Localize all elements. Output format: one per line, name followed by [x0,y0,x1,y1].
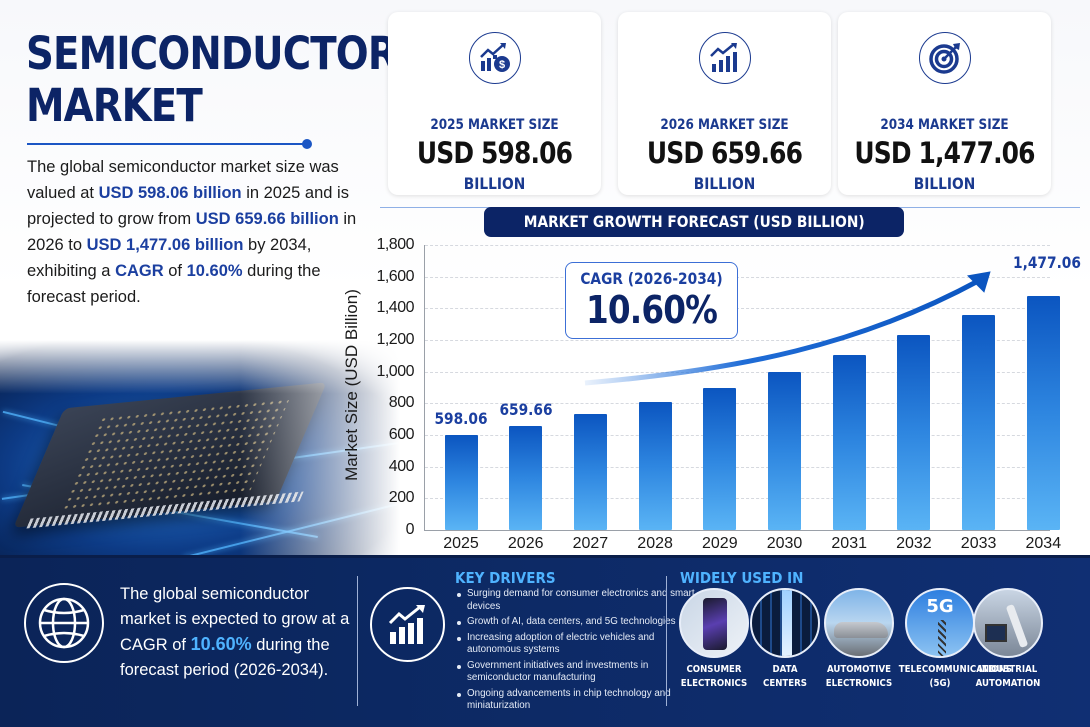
data-label: 1,477.06 [1013,253,1082,272]
x-tick-label: 2025 [443,535,479,552]
driver-item: Surging demand for consumer electronics … [455,588,700,613]
bottom-summary-band: The global semiconductor market is expec… [0,555,1090,727]
cagr-callout: CAGR (2026-2034) 10.60% [565,262,738,339]
gridline [425,245,1050,246]
driver-item: Government initiatives and investments i… [455,660,700,685]
y-tick-label: 200 [388,489,415,507]
application-item: CONSUMER ELECTRONICS [674,588,754,691]
cagr-summary-text: The global semiconductor market is expec… [120,585,350,679]
bar-chart: Market Size (USD Billion) CAGR (2026-203… [340,235,1090,555]
y-tick-label: 1,000 [376,362,414,380]
data-label: 659.66 [499,399,553,419]
key-drivers-list: Surging demand for consumer electronics … [455,588,700,716]
globe-icon [24,583,104,663]
page-title: SEMICONDUCTOR MARKET [26,27,398,132]
title-underline [27,143,307,145]
bar-2027 [573,414,607,530]
chip-pins [26,491,304,529]
chip-body [13,382,327,528]
chip-image [0,340,400,555]
hero-description: The global semiconductor market size was… [27,158,357,306]
driver-item: Increasing adoption of electric vehicles… [455,632,700,657]
data-label: 598.06 [434,409,488,429]
application-label: TELECOMMUNICATIONS (5G) [898,664,1013,689]
bar-2030 [768,372,801,530]
widely-used-heading: WIDELY USED IN [680,569,804,587]
stat-card-2025: $ 2025 MARKET SIZE USD 598.06 BILLION [388,12,601,195]
highlight-text: 10.60% [186,262,243,280]
key-drivers-heading: KEY DRIVERS [455,569,556,587]
x-tick-label: 2028 [637,535,673,552]
y-axis [424,245,425,531]
y-tick-label: 1,400 [376,299,414,317]
chart-title-banner: MARKET GROWTH FORECAST (USD BILLION) [484,207,904,237]
bar-2028 [638,401,672,530]
y-tick-label: 400 [388,457,415,475]
y-tick-label: 1,200 [376,331,414,348]
5g-tower-image: 5G [905,588,975,658]
highlight-text: 10.60% [190,634,252,654]
application-label: AUTOMOTIVE ELECTRONICS [825,664,893,689]
bar-2026 [509,425,543,530]
growth-money-icon: $ [468,32,521,84]
gridline [425,371,1050,373]
gridline [425,340,1050,341]
trend-arrow-icon [584,271,991,386]
x-tick-label: 2032 [896,535,932,552]
application-item: AUTOMOTIVE ELECTRONICS [819,588,899,691]
application-item: DATA CENTERS [745,588,825,691]
x-tick-label: 2034 [1025,535,1062,552]
y-tick-label: 600 [388,426,415,443]
bar-2032 [897,335,931,530]
bar-2033 [962,314,996,530]
driver-item: Ongoing advancements in chip technology … [455,688,700,713]
driver-item: Growth of AI, data centers, and 5G techn… [455,616,700,629]
x-axis [424,530,1050,531]
svg-text:$: $ [498,59,504,71]
application-item: INDUSTRIAL AUTOMATION [968,588,1048,691]
y-tick-label: 800 [388,394,415,412]
car-image [824,588,894,658]
bar-2025 [444,435,478,530]
smartphone-image [679,588,749,658]
application-label: INDUSTRIAL AUTOMATION [975,664,1041,689]
y-tick-label: 1,800 [376,236,414,253]
bar-2031 [832,355,866,530]
application-label: DATA CENTERS [763,664,807,689]
gridline [425,466,1050,468]
y-tick-label: 1,600 [376,267,414,285]
bar-2029 [703,387,737,530]
bar-chart-growth-icon [698,32,751,84]
growth-chart-icon [370,587,445,662]
stat-card-2034: 2034 MARKET SIZE USD 1,477.06 BILLION [838,12,1051,195]
gridline [425,498,1050,500]
server-racks-image [750,588,820,658]
x-tick-label: 2027 [572,535,609,552]
x-tick-label: 2026 [507,535,544,552]
highlight-text: USD 1,477.06 billion [86,236,244,254]
divider [666,576,667,706]
bar-2034 [1026,296,1060,530]
target-icon [918,32,971,84]
y-tick-label: 0 [405,521,415,538]
highlight-text: CAGR [115,262,164,280]
x-tick-label: 2030 [766,535,803,552]
highlight-text: USD 659.66 billion [195,210,339,228]
underline-dot [302,139,312,149]
gridline [425,403,1050,405]
divider [357,576,358,706]
stat-card-2026: 2026 MARKET SIZE USD 659.66 BILLION [618,12,831,195]
application-label: CONSUMER ELECTRONICS [680,664,748,689]
x-tick-label: 2033 [960,535,997,552]
x-tick-label: 2031 [831,535,867,552]
highlight-text: USD 598.06 billion [98,184,242,202]
gridline [425,435,1050,436]
x-tick-label: 2029 [702,535,738,552]
robot-arm-image [973,588,1043,658]
